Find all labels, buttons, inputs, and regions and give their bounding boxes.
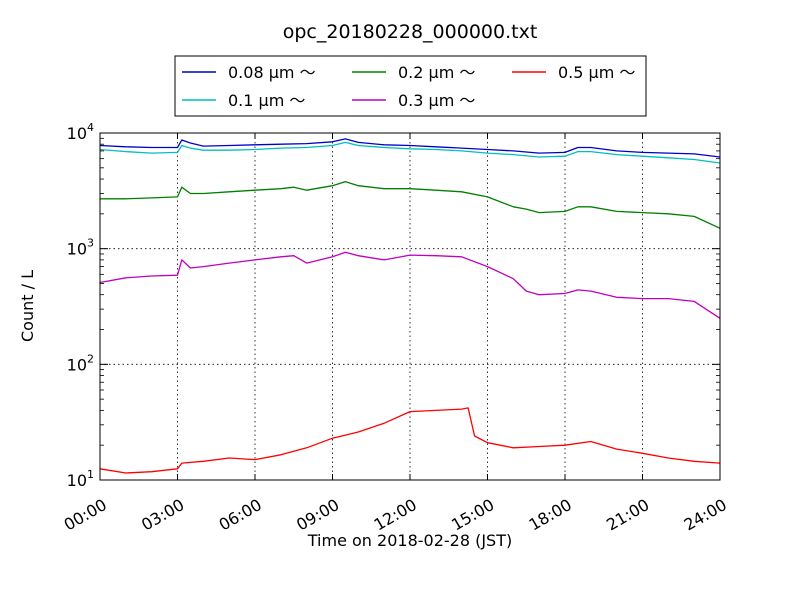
axis-ticks (99, 132, 721, 481)
legend-item-1: 0.1 μm ～ (182, 91, 305, 110)
legend-label: 0.2 μm ～ (398, 63, 475, 82)
x-axis-label: Time on 2018-02-28 (JST) (307, 531, 512, 550)
series-line-0 (99, 138, 721, 158)
series-line-3 (99, 251, 721, 319)
legend-item-0: 0.08 μm ～ (182, 63, 316, 82)
grid (100, 133, 720, 480)
series-lines (99, 138, 721, 474)
series-line-1 (99, 141, 721, 164)
legend-label: 0.08 μm ～ (228, 63, 316, 82)
legend-item-2: 0.2 μm ～ (352, 63, 475, 82)
series-line-4 (99, 407, 721, 474)
y-tick-label: 103 (67, 237, 94, 259)
y-tick-label: 104 (67, 121, 94, 143)
chart-title: opc_20180228_000000.txt (283, 21, 538, 43)
legend-item-3: 0.3 μm ～ (352, 91, 475, 110)
legend-label: 0.1 μm ～ (228, 91, 305, 110)
y-tick-labels: 101 102 103 104 (67, 121, 94, 490)
legend-frame (174, 55, 647, 117)
y-tick-label: 101 (67, 468, 94, 490)
y-tick-label: 102 (67, 352, 94, 374)
legend-label: 0.5 μm ～ (558, 63, 635, 82)
y-axis-label: Count / L (18, 270, 37, 342)
legend: 0.08 μm ～ 0.1 μm ～ 0.2 μm ～ 0.3 μm ～ 0.5 μm … (174, 55, 647, 117)
series-line-2 (100, 180, 721, 229)
legend-item-4: 0.5 μm ～ (512, 63, 635, 82)
legend-label: 0.3 μm ～ (398, 91, 475, 110)
